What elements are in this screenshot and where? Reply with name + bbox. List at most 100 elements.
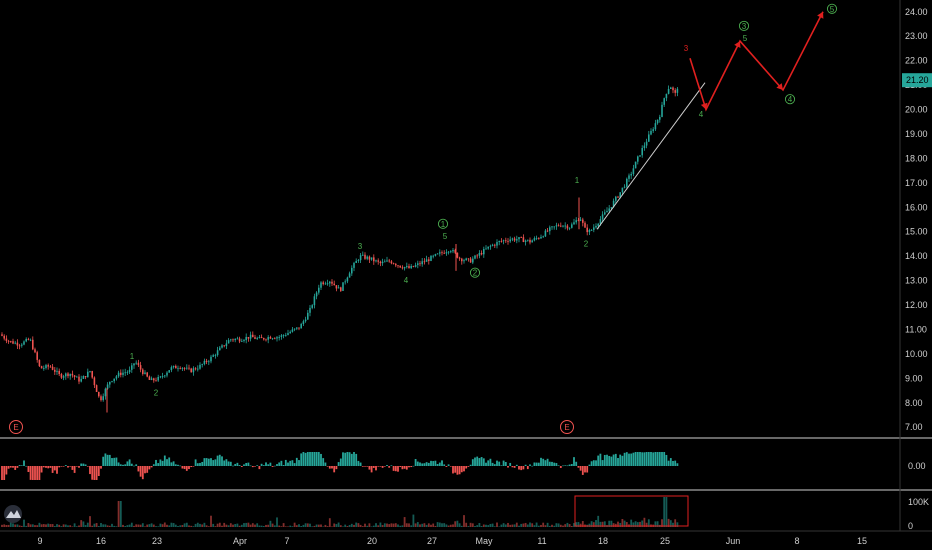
candle-body: [436, 253, 439, 255]
volume-tick: 100K: [908, 497, 929, 507]
oscillator-bar: [595, 460, 597, 466]
oscillator-bar: [25, 465, 28, 467]
candle-body: [359, 255, 362, 261]
candle-body: [95, 385, 98, 392]
oscillator-bar: [460, 466, 463, 473]
oscillator-bar: [23, 460, 25, 466]
wave-label: 1: [575, 176, 580, 185]
volume-bar: [636, 522, 639, 527]
time-axis[interactable]: 9 16 23 Apr 7 20 27 May 11 18 25 Jun 8 15: [37, 536, 867, 546]
oscillator-bar: [67, 466, 69, 468]
candle-body: [434, 254, 437, 256]
volume-bar: [179, 525, 182, 527]
volume-bar: [324, 524, 327, 527]
oscillator-bar: [597, 455, 600, 466]
oscillator-bar: [280, 460, 283, 466]
oscillator-bar: [399, 466, 402, 468]
volume-bar: [355, 522, 358, 527]
volume-bar: [247, 522, 250, 527]
candle-body: [626, 178, 628, 187]
candle-body: [214, 355, 217, 356]
oscillator-bar: [612, 454, 615, 466]
candle-body: [16, 342, 19, 346]
tradingview-logo-icon[interactable]: [4, 505, 22, 523]
volume-bar: [133, 525, 135, 527]
candle-body: [177, 368, 179, 370]
oscillator-bar: [630, 453, 633, 466]
oscillator-bar: [78, 466, 80, 468]
volume-highlight-box[interactable]: [574, 495, 689, 527]
oscillator-bar: [394, 466, 397, 472]
oscillator-bar: [421, 463, 424, 466]
oscillator-bar: [322, 458, 325, 466]
candle-body: [183, 367, 186, 369]
volume-bar: [647, 519, 650, 527]
candle-body: [164, 375, 166, 377]
oscillator-bar: [370, 466, 373, 473]
time-tick-label: 15: [857, 536, 867, 546]
candle-body: [573, 222, 575, 225]
oscillator-bar: [135, 464, 138, 466]
volume-bar: [86, 522, 89, 527]
volume-bar: [315, 524, 318, 527]
volume-bar: [372, 525, 375, 527]
volume-bar: [104, 524, 107, 527]
candle-body: [269, 337, 272, 339]
oscillator-bar: [509, 462, 512, 466]
volume-bar: [25, 525, 28, 527]
candle-body: [221, 345, 223, 348]
oscillator-bar: [575, 461, 578, 466]
volume-bar: [581, 521, 584, 527]
volume-bar: [348, 524, 351, 527]
time-tick-label: 16: [96, 536, 106, 546]
candle-body: [399, 265, 401, 268]
oscillator-bar: [150, 466, 153, 468]
oscillator-bar: [537, 462, 540, 466]
candle-body: [414, 265, 417, 267]
volume-bar: [276, 517, 278, 527]
volume-bar: [460, 525, 463, 527]
volume-bar: [601, 521, 604, 527]
oscillator-bar: [243, 464, 245, 466]
candle-body: [12, 341, 14, 344]
oscillator-bar: [658, 452, 661, 466]
volume-bar: [300, 526, 303, 527]
volume-bar: [515, 522, 518, 527]
volume-bar: [260, 525, 263, 527]
volume-bar: [271, 523, 274, 527]
candle-body: [188, 367, 190, 369]
candle-body: [137, 362, 140, 366]
volume-bar: [225, 524, 228, 527]
candle-body: [650, 130, 652, 135]
trendline[interactable]: [596, 82, 706, 230]
oscillator-bar: [656, 452, 659, 466]
volume-bar: [146, 524, 149, 527]
oscillator-bar: [324, 462, 327, 466]
candle-body: [115, 376, 118, 379]
volume-bar: [122, 524, 124, 527]
oscillator-bar: [86, 466, 89, 467]
candle-body: [227, 340, 230, 344]
candle-body: [166, 372, 168, 376]
projection-line[interactable]: [689, 11, 824, 112]
candle-body: [175, 365, 177, 369]
candle-body: [263, 338, 265, 340]
earnings-marker-icon[interactable]: [560, 420, 574, 434]
oscillator-bar: [124, 464, 127, 466]
volume-bar: [346, 526, 349, 527]
candle-body: [665, 93, 668, 99]
volume-bar: [298, 524, 300, 527]
oscillator-bar: [141, 466, 144, 480]
earnings-marker-icon[interactable]: [9, 420, 23, 434]
volume-bar: [196, 522, 199, 527]
oscillator-bar: [58, 466, 61, 468]
candle-body: [520, 237, 522, 238]
oscillator-bar: [102, 456, 105, 466]
candle-body: [300, 323, 302, 329]
oscillator-bar: [500, 465, 503, 466]
candle-body: [276, 337, 278, 339]
candle-body: [58, 370, 60, 375]
price-axis[interactable]: 24.0023.0022.0021.0020.0019.0018.0017.00…: [902, 7, 932, 432]
volume-bar: [434, 525, 437, 527]
oscillator-bar: [216, 455, 219, 466]
